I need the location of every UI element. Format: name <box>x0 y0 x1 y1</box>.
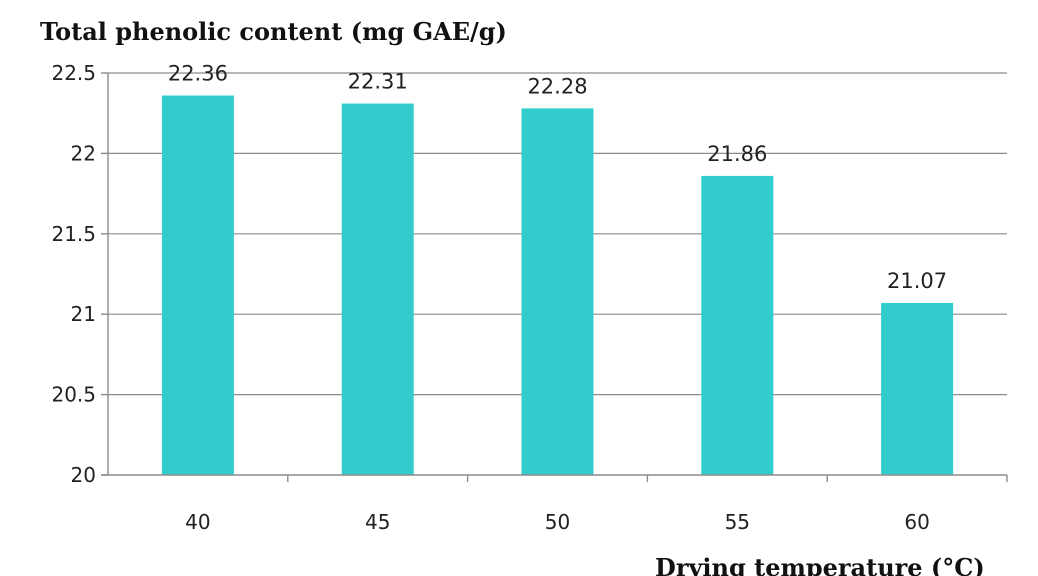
x-axis-label: Drying temperature (°C) <box>655 553 985 576</box>
bar-45 <box>341 103 414 475</box>
y-tick-label: 22 <box>71 141 96 165</box>
y-tick-label: 21 <box>71 302 96 326</box>
data-label-60: 21.07 <box>887 269 947 293</box>
bar-50 <box>521 108 594 475</box>
y-axis-ticks: 20 20.5 21 21.5 22 22.5 <box>51 61 108 487</box>
data-label-45: 22.31 <box>348 70 408 94</box>
y-axis-label: Total phenolic content (mg GAE/g) <box>40 17 507 46</box>
data-label-50: 22.28 <box>527 74 587 98</box>
bar-55 <box>701 175 774 476</box>
x-tick-label-60: 60 <box>904 510 929 534</box>
x-tick-label-45: 45 <box>365 510 390 534</box>
bar-60 <box>881 302 954 475</box>
bar-40 <box>161 95 234 476</box>
x-tick-label-55: 55 <box>725 510 750 534</box>
x-tick-label-50: 50 <box>545 510 570 534</box>
x-tick-label-40: 40 <box>185 510 210 534</box>
bars <box>161 95 954 476</box>
y-tick-label: 20 <box>71 463 96 487</box>
y-tick-label: 22.5 <box>51 61 96 85</box>
data-label-55: 21.86 <box>707 142 767 166</box>
data-labels: 22.36 22.31 22.28 21.86 21.07 <box>168 62 947 293</box>
y-tick-label: 20.5 <box>51 383 96 407</box>
data-label-40: 22.36 <box>168 62 228 86</box>
x-axis-ticks: 40 45 50 55 60 <box>185 475 1008 534</box>
y-tick-label: 21.5 <box>51 222 96 246</box>
